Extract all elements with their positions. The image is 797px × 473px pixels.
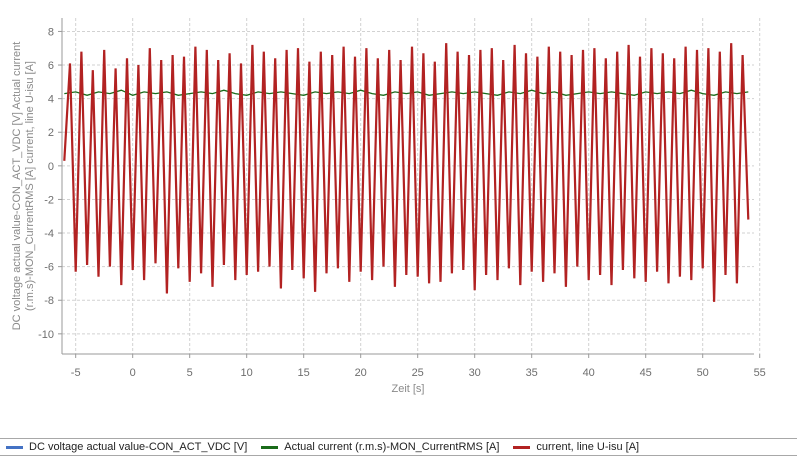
y-tick-label: -4: [44, 228, 54, 240]
y-axis-label-line-1: DC voltage actual value-CON_ACT_VDC [V] …: [11, 42, 23, 331]
legend-label-dc-voltage: DC voltage actual value-CON_ACT_VDC [V]: [29, 441, 248, 453]
x-tick-label: 10: [241, 367, 253, 379]
legend-swatch-actual-current: [261, 445, 279, 449]
legend-swatch-dc-voltage: [6, 445, 23, 449]
legend-item-dc-voltage[interactable]: DC voltage actual value-CON_ACT_VDC [V]: [6, 441, 247, 453]
legend: DC voltage actual value-CON_ACT_VDC [V] …: [0, 438, 797, 456]
x-tick-label: 50: [697, 367, 709, 379]
x-axis-label: Zeit [s]: [391, 383, 424, 395]
x-tick-label: 35: [526, 367, 538, 379]
y-tick-label: 8: [48, 26, 54, 38]
ticks: -10 -8 -6 -4 -2 0 2 4 6 8 -5 0 5 10 15 20 25 30 35 40 45 50 55: [38, 26, 766, 379]
y-axis-label-line-2: (r.m.s)-MON_CurrentRMS [A] current, line…: [24, 61, 36, 311]
x-tick-label: 45: [640, 367, 652, 379]
series-line-2: [63, 43, 750, 302]
x-tick-label: -5: [71, 367, 81, 379]
x-tick-label: 15: [298, 367, 310, 379]
series-line-1: [64, 89, 749, 96]
x-tick-label: 25: [412, 367, 424, 379]
axes: [61, 18, 754, 355]
y-tick-label: 0: [48, 161, 54, 173]
x-tick-label: 0: [130, 367, 136, 379]
legend-label-actual-current: Actual current (r.m.s)-MON_CurrentRMS [A…: [284, 441, 500, 453]
x-tick-label: 20: [355, 367, 367, 379]
y-tick-label: -10: [38, 329, 54, 341]
y-tick-label: 2: [48, 127, 54, 139]
y-tick-label: 4: [48, 94, 54, 106]
x-tick-label: 5: [187, 367, 193, 379]
chart: -10 -8 -6 -4 -2 0 2 4 6 8 -5 0 5 10 15 20 25 30 35 40 45 50 55…: [11, 18, 766, 395]
y-tick-label: -6: [44, 262, 54, 274]
x-tick-label: 30: [469, 367, 481, 379]
legend-label-current-line-u: current, line U-isu [A]: [536, 441, 640, 453]
y-tick-label: -2: [44, 194, 54, 206]
y-tick-label: 6: [48, 60, 54, 72]
x-tick-label: 40: [583, 367, 595, 379]
x-tick-label: 55: [754, 367, 766, 379]
legend-item-current-line-u[interactable]: current, line U-isu [A]: [513, 441, 639, 453]
y-tick-label: -8: [44, 295, 54, 307]
legend-item-actual-current[interactable]: Actual current (r.m.s)-MON_CurrentRMS [A…: [261, 441, 499, 453]
series: [63, 43, 750, 302]
legend-swatch-current-line-u: [513, 445, 531, 449]
